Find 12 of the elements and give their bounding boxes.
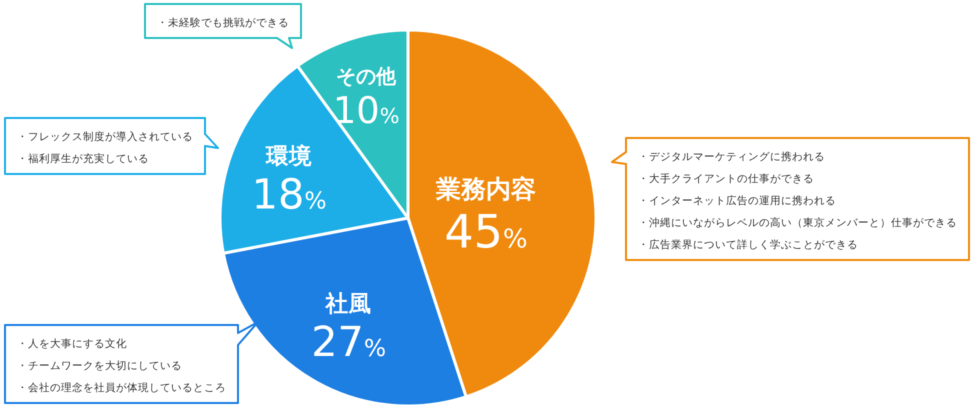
callout: ・フレックス制度が導入されている ・福利厚生が充実している <box>4 117 219 175</box>
slice-label: その他 <box>336 64 398 88</box>
slice-label: 業務内容 <box>434 174 536 204</box>
callout: ・未経験でも挑戦ができる <box>144 3 302 49</box>
data-label: 27% <box>311 318 386 366</box>
data-label: 18% <box>252 170 327 219</box>
callout: ・デジタルマーケティングに携われる ・大手クライアントの仕事ができる ・インターネット広告の運用に携われる ・沖縄にいながらレベルの高い（東京メンバーと）仕事ができる ・広告業界について詳しく学ぶことができる <box>611 137 970 261</box>
data-label: 45% <box>444 204 528 259</box>
callout: ・人を大事にする文化 ・チームワークを大切にしている ・会社の理念を社員が体現しているところ <box>4 321 259 404</box>
slice-label: 社風 <box>324 291 372 318</box>
data-label: 10% <box>332 88 400 132</box>
slice-label: 環境 <box>265 142 312 170</box>
